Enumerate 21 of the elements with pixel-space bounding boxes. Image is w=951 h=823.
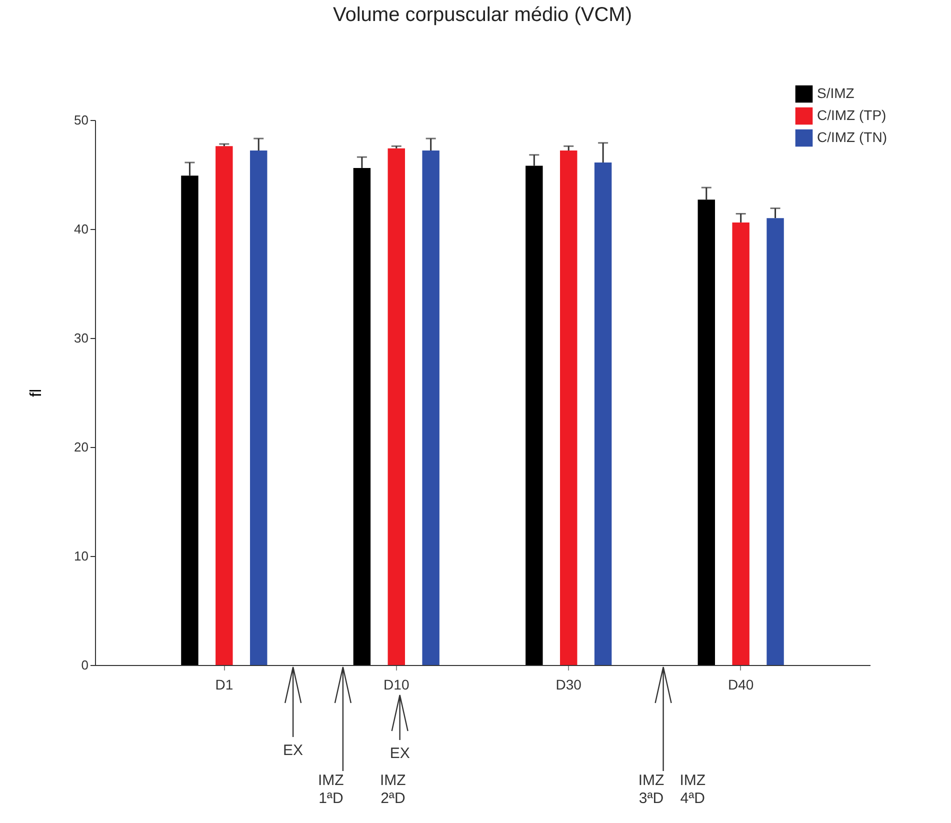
y-tick-label: 30 (74, 330, 88, 346)
text: IMZ 2ªD (380, 772, 406, 807)
text: EX (283, 742, 304, 759)
legend-label: S/IMZ (817, 85, 855, 101)
text: IMZ 1ªD (318, 772, 344, 807)
y-tick-label: 40 (74, 222, 88, 236)
y-tick-label: 0 (81, 658, 88, 672)
chart-title: Volume corpuscular médio (VCM) (333, 4, 632, 26)
legend-label: C/IMZ (TP) (817, 107, 886, 123)
x-tick-label: D1 (215, 676, 234, 692)
y-axis-title: fl (28, 389, 46, 397)
y-tick-label: 50 (74, 112, 88, 128)
text: IMZ 3ªD (638, 772, 664, 807)
y-tick-label: 20 (74, 440, 88, 454)
x-tick-label: D10 (384, 676, 410, 692)
x-tick-label: D40 (728, 676, 754, 692)
text: IMZ 4ªD (680, 772, 706, 807)
text: EX (390, 745, 410, 762)
y-tick-label: 10 (74, 548, 88, 564)
x-tick-label: D30 (556, 676, 582, 692)
legend-label: C/IMZ (TN) (817, 129, 887, 145)
